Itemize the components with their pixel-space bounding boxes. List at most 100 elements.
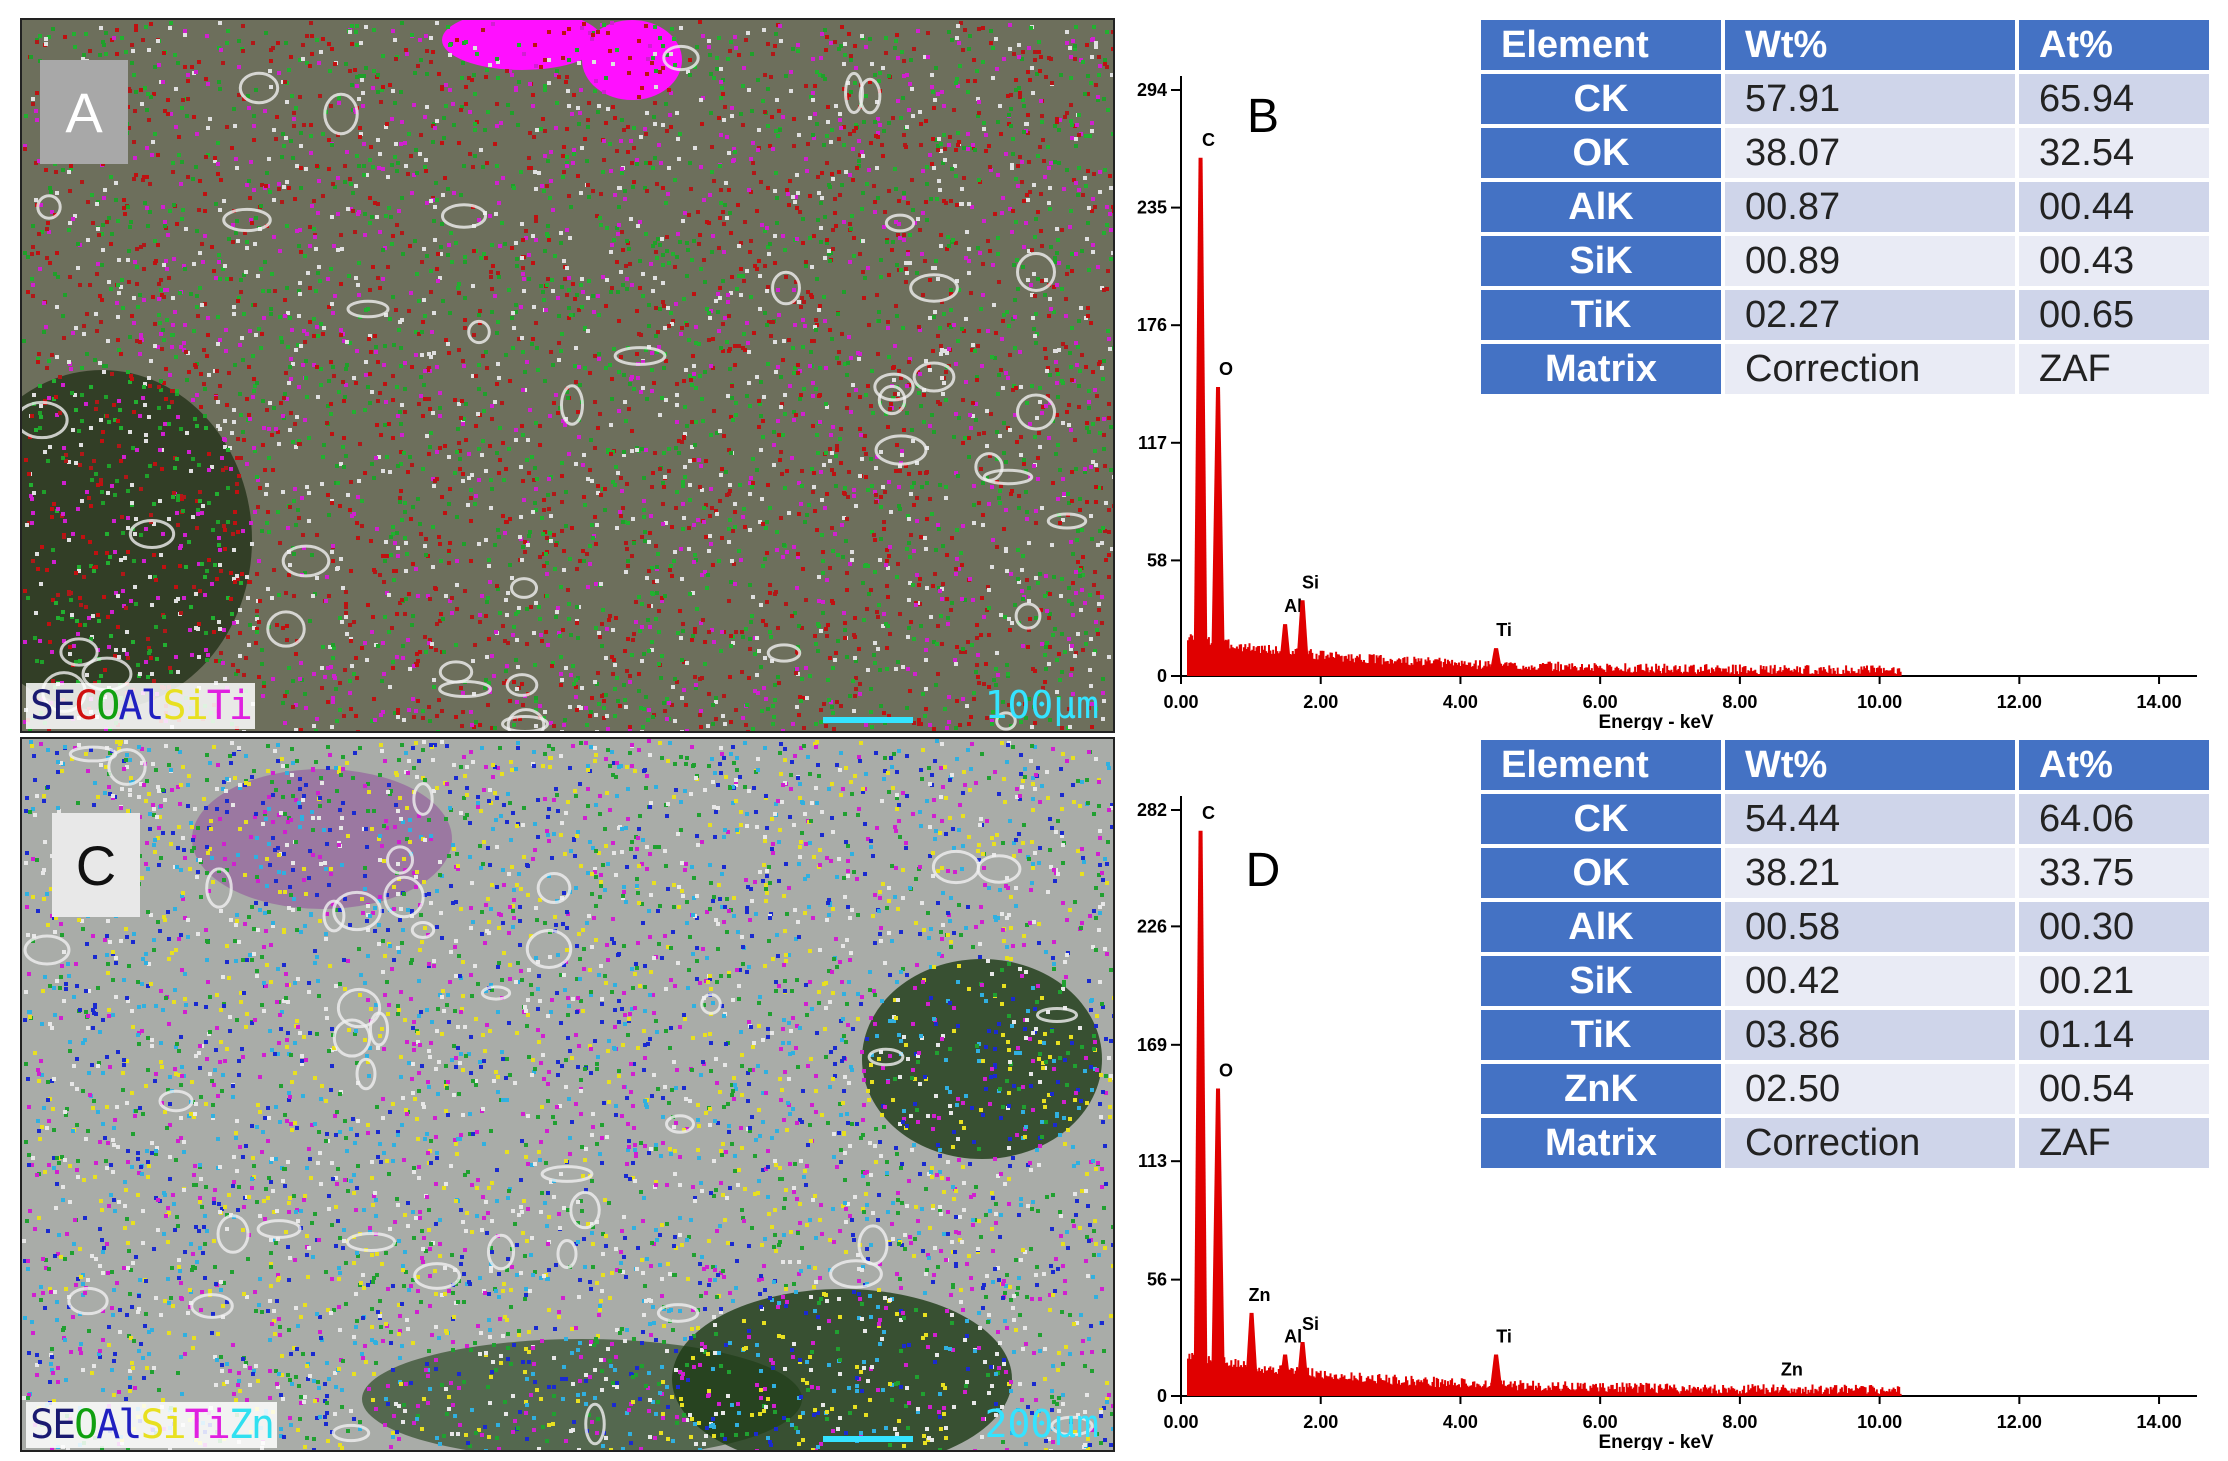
x-tick-label: 12.00 <box>1997 692 2042 712</box>
at-cell: 64.06 <box>2019 794 2209 844</box>
at-cell: 32.54 <box>2019 128 2209 178</box>
at-cell: 01.14 <box>2019 1010 2209 1060</box>
y-tick-label: 58 <box>1147 550 1167 570</box>
legend-element-al: Al <box>118 683 164 729</box>
elemental-map-c: C SEOAlSiTiZn 200μm <box>20 737 1115 1452</box>
element-cell: ZnK <box>1481 1064 1721 1114</box>
legend-element-o: O <box>74 1402 98 1448</box>
x-tick-label: 8.00 <box>1722 692 1757 712</box>
panel-label-a: A <box>40 60 128 164</box>
panel-label-d: D <box>1245 843 1281 897</box>
x-tick-label: 2.00 <box>1303 1412 1338 1432</box>
x-axis-label: Energy - keV <box>1599 1432 1714 1450</box>
elemental-map-a: A SECOAlSiTi 100μm <box>20 18 1115 733</box>
peak-label: Zn <box>1781 1360 1803 1380</box>
peak-label: C <box>1202 130 1215 150</box>
element-legend-a: SECOAlSiTi <box>26 683 255 729</box>
y-tick-label: 113 <box>1138 1151 1167 1171</box>
spectrum-peak <box>1278 624 1293 676</box>
spectrum-peak <box>1193 830 1208 1396</box>
at-cell: 00.65 <box>2019 290 2209 340</box>
peak-label: Ti <box>1496 1326 1512 1346</box>
x-tick-label: 10.00 <box>1857 1412 1902 1432</box>
scale-bar-c <box>823 1436 913 1442</box>
x-tick-label: 0.00 <box>1163 1412 1198 1432</box>
x-tick-label: 14.00 <box>2137 692 2182 712</box>
element-cell: AlK <box>1481 902 1721 952</box>
wt-cell: 57.91 <box>1725 74 2015 124</box>
peak-label: C <box>1202 803 1215 823</box>
y-tick-label: 117 <box>1138 433 1167 453</box>
at-cell: 33.75 <box>2019 848 2209 898</box>
spectrum-peak <box>1489 1354 1504 1396</box>
map-a-texture <box>22 20 1113 731</box>
element-cell: AlK <box>1481 182 1721 232</box>
header-wt: Wt% <box>1725 20 2015 70</box>
y-tick-label: 235 <box>1137 198 1167 218</box>
at-cell: 00.54 <box>2019 1064 2209 1114</box>
x-tick-label: 6.00 <box>1583 1412 1618 1432</box>
eds-spectrum-b: 0 58 117 176 235 294 0.00 2.00 4.00 6.00 8.00 10.00… <box>1137 76 2197 730</box>
at-cell: 00.44 <box>2019 182 2209 232</box>
peak-label: Al <box>1284 596 1302 616</box>
wt-cell: Correction <box>1725 344 2015 394</box>
y-tick-label: 0 <box>1157 1386 1167 1406</box>
legend-element-si: Si <box>162 683 209 729</box>
wt-cell: 00.89 <box>1725 236 2015 286</box>
scale-label-a: 100μm <box>984 683 1099 727</box>
panel-label-c: C <box>52 813 140 917</box>
spectrum-background <box>1187 1353 1902 1396</box>
element-cell: SiK <box>1481 956 1721 1006</box>
peak-label: Si <box>1302 572 1319 592</box>
wt-cell: 54.44 <box>1725 794 2015 844</box>
scale-bar-a <box>823 717 913 723</box>
at-cell: 00.21 <box>2019 956 2209 1006</box>
header-at: At% <box>2019 20 2209 70</box>
legend-element-ti: Ti <box>206 683 253 729</box>
legend-element-si: Si <box>140 1402 186 1448</box>
wt-cell: Correction <box>1725 1118 2015 1168</box>
at-cell: 00.30 <box>2019 902 2209 952</box>
peak-label: Al <box>1284 1326 1302 1346</box>
spectrum-peak <box>1244 1312 1259 1396</box>
peak-label: O <box>1219 359 1233 379</box>
header-element: Element <box>1481 740 1721 790</box>
composition-table-b: Element Wt% At% CK 57.91 65.94 OK 38.07 32.5… <box>1477 16 2213 398</box>
x-tick-label: 12.00 <box>1997 1412 2042 1432</box>
peak-label: Zn <box>1249 1285 1271 1305</box>
element-cell: Matrix <box>1481 344 1721 394</box>
legend-element-ti: Ti <box>184 1402 231 1448</box>
element-cell: OK <box>1481 128 1721 178</box>
peak-label: Si <box>1302 1314 1319 1334</box>
scale-label-c: 200μm <box>984 1402 1099 1446</box>
wt-cell: 02.50 <box>1725 1064 2015 1114</box>
element-cell: TiK <box>1481 1010 1721 1060</box>
peak-label: Ti <box>1496 620 1512 640</box>
y-tick-label: 294 <box>1137 80 1167 100</box>
legend-element-c: C <box>74 683 98 729</box>
y-tick-label: 0 <box>1157 666 1167 686</box>
y-tick-label: 56 <box>1147 1270 1167 1290</box>
spectrum-peak <box>1489 648 1504 676</box>
legend-element-zn: Zn <box>228 1402 275 1448</box>
element-cell: CK <box>1481 794 1721 844</box>
spectrum-peak <box>1295 600 1310 676</box>
element-cell: CK <box>1481 74 1721 124</box>
spectrum-peak <box>1295 1341 1310 1396</box>
x-tick-label: 14.00 <box>2137 1412 2182 1432</box>
y-tick-label: 282 <box>1137 800 1167 820</box>
at-cell: 00.43 <box>2019 236 2209 286</box>
element-legend-c: SEOAlSiTiZn <box>26 1402 277 1448</box>
header-element: Element <box>1481 20 1721 70</box>
legend-element-se: SE <box>30 1402 76 1448</box>
spectrum-peak <box>1193 157 1208 677</box>
x-tick-label: 4.00 <box>1443 692 1478 712</box>
wt-cell: 00.87 <box>1725 182 2015 232</box>
spectrum-peak <box>1211 386 1226 676</box>
eds-spectrum-d: 0 56 113 169 226 282 0.00 2.00 4.00 6.00 8.00 10.00… <box>1137 796 2197 1450</box>
wt-cell: 00.58 <box>1725 902 2015 952</box>
x-tick-label: 4.00 <box>1443 1412 1478 1432</box>
element-cell: TiK <box>1481 290 1721 340</box>
y-tick-label: 176 <box>1137 315 1167 335</box>
panel-label-b: B <box>1246 89 1279 143</box>
